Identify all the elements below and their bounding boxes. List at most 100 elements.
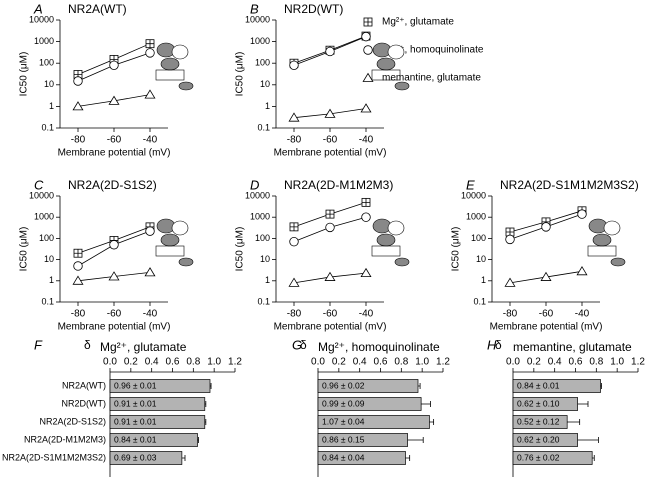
icon-shape (178, 81, 194, 91)
error-bar (204, 401, 207, 407)
value-label: 0.84 ± 0.01 (517, 380, 560, 390)
panel-label: C (34, 177, 44, 192)
x-tick-label: 1.0 (415, 357, 429, 368)
icon-shape (160, 233, 180, 247)
y-tick-label: 1 (265, 275, 270, 285)
data-point (576, 266, 588, 276)
icon-shape (387, 44, 405, 60)
chart-title: NR2A(2D-M1M2M3) (284, 178, 393, 192)
x-tick-label: -60 (107, 309, 122, 320)
value-label: 0.76 ± 0.02 (517, 452, 560, 462)
value-label: 0.52 ± 0.12 (517, 416, 560, 426)
data-point (289, 236, 299, 247)
error-bar (210, 383, 212, 389)
error-bar (577, 401, 589, 407)
receptor-icon (371, 218, 410, 267)
data-point (108, 95, 120, 105)
y-tick-label: 1 (265, 101, 270, 111)
data-point (144, 267, 156, 277)
y-axis-label: IC50 (μM) (235, 227, 246, 272)
x-axis-label: Membrane potential (mV) (274, 148, 387, 159)
y-tick-label: 100 (39, 58, 54, 68)
y-tick-label: 10000 (29, 14, 54, 24)
y-tick-label: 0.1 (257, 122, 270, 132)
receptor-icon (587, 218, 626, 267)
y-tick-label: 10000 (245, 14, 270, 24)
receptor-icon (371, 42, 410, 91)
marker-cross (290, 222, 298, 231)
value-label: 0.91 ± 0.01 (114, 416, 157, 426)
y-tick-label: 1000 (250, 36, 270, 46)
data-point (145, 226, 155, 236)
data-point (324, 108, 336, 118)
data-point (145, 39, 155, 49)
error-bar (405, 455, 411, 461)
icon-shape (171, 220, 189, 236)
x-tick-label: -60 (323, 309, 338, 320)
data-point (73, 261, 83, 271)
y-axis-label: IC50 (μM) (19, 52, 30, 97)
panel-label: E (466, 177, 475, 192)
x-tick-label: 0.6 (166, 357, 180, 368)
y-tick-label: 100 (471, 233, 486, 243)
icon-shape (376, 57, 396, 71)
x-tick-label: 0.6 (374, 357, 388, 368)
y-tick-label: 10 (44, 254, 54, 264)
chart-title: NR2A(2D-S1M1M2M3S2) (500, 178, 639, 192)
x-tick-label: 0.8 (589, 357, 603, 368)
x-tick-label: -40 (575, 309, 590, 320)
error-bar (418, 383, 421, 389)
icon-shape (394, 257, 410, 267)
y-tick-label: 1 (49, 101, 54, 111)
x-tick-label: -40 (359, 135, 374, 146)
error-bar (592, 455, 595, 461)
panel-label: H (487, 337, 497, 352)
icon-shape (376, 233, 396, 247)
y-tick-label: 1000 (466, 212, 486, 222)
value-label: 0.84 ± 0.01 (114, 434, 157, 444)
bar (109, 397, 206, 411)
y-axis-label: IC50 (μM) (451, 227, 462, 272)
x-tick-label: 1.2 (228, 357, 242, 368)
category-label: NR2A(WT) (62, 380, 106, 390)
value-label: 0.91 ± 0.01 (114, 398, 157, 408)
delta-symbol: δ (495, 338, 502, 352)
value-label: 0.62 ± 0.20 (517, 434, 560, 444)
x-tick-label: -80 (71, 135, 86, 146)
y-tick-label: 100 (39, 233, 54, 243)
marker-cross (146, 39, 154, 48)
panel-label: G (292, 337, 302, 352)
y-tick-label: 0.1 (473, 296, 486, 306)
y-tick-label: 0.1 (257, 296, 270, 306)
x-axis-label: Membrane potential (mV) (58, 322, 171, 333)
panel-label: A (33, 1, 43, 16)
y-tick-label: 10 (260, 254, 270, 264)
legend-marker (363, 17, 373, 27)
data-point (325, 222, 335, 233)
data-point (288, 277, 300, 287)
data-point (360, 103, 372, 113)
error-bar (567, 419, 581, 425)
panel-label: F (34, 337, 43, 352)
x-axis-label: Mg²⁺, homoquinolinate (318, 340, 440, 354)
marker-cross (74, 249, 82, 258)
receptor-icon (155, 42, 194, 91)
y-tick-label: 10000 (461, 190, 486, 200)
delta-symbol: δ (84, 338, 91, 352)
x-tick-label: 0.0 (311, 357, 325, 368)
data-point (109, 240, 119, 250)
value-label: 1.07 ± 0.04 (322, 416, 365, 426)
x-tick-label: -60 (107, 135, 122, 146)
x-tick-label: 0.0 (103, 357, 117, 368)
category-label: NR2D(WT) (62, 398, 107, 408)
data-point (505, 234, 515, 245)
data-point (108, 271, 120, 281)
y-tick-label: 1000 (250, 212, 270, 222)
chart-title: NR2A(2D-S1S2) (68, 178, 157, 192)
icon-shape (610, 257, 626, 267)
value-label: 0.96 ± 0.02 (322, 380, 365, 390)
x-tick-label: 1.2 (631, 357, 645, 368)
x-tick-label: 0.4 (145, 357, 159, 368)
y-tick-label: 100 (255, 58, 270, 68)
